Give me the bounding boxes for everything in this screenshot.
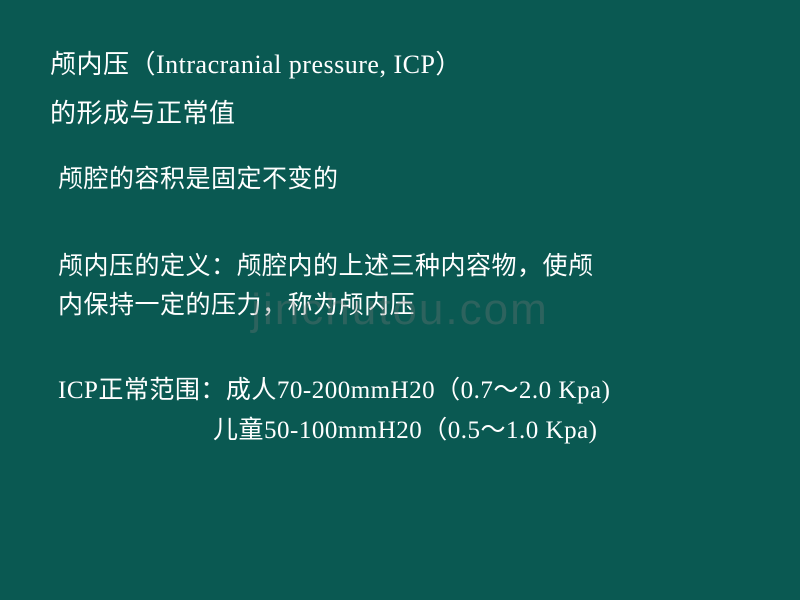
paragraph-3: ICP正常范围：成人70-200mmH20（0.7～2.0 Kpa) 儿童50-… bbox=[50, 371, 750, 451]
slide-container: jinchutou.com 颅内压（Intracranial pressure,… bbox=[0, 0, 800, 600]
paragraph-3-line-1: ICP正常范围：成人70-200mmH20（0.7～2.0 Kpa) bbox=[58, 371, 750, 411]
paragraph-2: 颅内压的定义：颅腔内的上述三种内容物，使颅 内保持一定的压力，称为颅内压 bbox=[50, 248, 750, 326]
paragraph-1: 颅腔的容积是固定不变的 bbox=[50, 161, 750, 200]
paragraph-2-line-1: 颅内压的定义：颅腔内的上述三种内容物，使颅 bbox=[58, 248, 750, 287]
paragraph-3-line-2: 儿童50-100mmH20（0.5～1.0 Kpa) bbox=[58, 411, 750, 451]
title-line-1: 颅内压（Intracranial pressure, ICP） bbox=[50, 45, 750, 84]
paragraph-2-line-2: 内保持一定的压力，称为颅内压 bbox=[58, 287, 750, 326]
title-line-2: 的形成与正常值 bbox=[50, 94, 750, 133]
